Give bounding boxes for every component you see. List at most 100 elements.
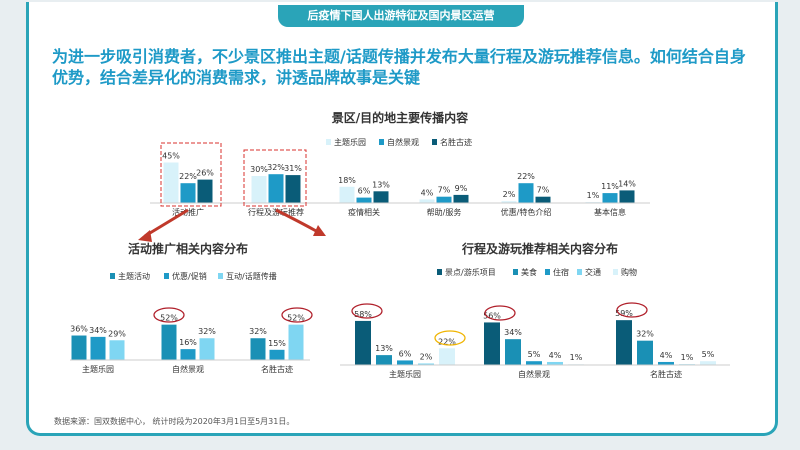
arrow-right-head [313, 225, 326, 236]
bar-c3-1-3 [547, 361, 563, 365]
highlight-box-activity [160, 142, 222, 207]
data-label-c1-2-1: 6% [358, 187, 371, 196]
legend-swatch-c2-0 [110, 273, 115, 279]
bar-c3-0-4 [439, 348, 455, 365]
data-label-c1-4-1: 22% [517, 172, 535, 181]
data-label-c2-0-0: 36% [70, 325, 88, 334]
legend-label-c1-2: 名胜古迹 [440, 137, 472, 147]
circle-highlight-c2-nature [153, 307, 185, 323]
data-label-c2-1-0: 52% [160, 314, 178, 323]
category-label-c3-0: 主题乐园 [389, 369, 421, 379]
data-label-c3-0-4: 22% [438, 337, 456, 346]
circle-highlight-c3-nature [484, 305, 516, 321]
category-label-c2-0: 主题乐园 [82, 364, 114, 374]
data-label-c1-0-0: 45% [162, 152, 180, 161]
data-label-c1-0-2: 26% [196, 169, 214, 178]
bar-c3-2-2 [658, 361, 674, 365]
legend-swatch-c2-2 [218, 273, 223, 279]
category-label-c1-5: 基本信息 [594, 207, 626, 217]
circle-highlight-c2-heritage [281, 307, 313, 323]
bar-c2-0-2 [109, 340, 125, 360]
data-label-c3-0-2: 6% [399, 349, 412, 358]
data-label-c1-1-1: 32% [267, 163, 285, 172]
legend-label-c2-0: 主题活动 [118, 271, 150, 281]
data-label-c1-3-0: 4% [421, 188, 434, 197]
bar-c2-0-1 [90, 336, 106, 360]
data-label-c3-2-1: 32% [636, 330, 654, 339]
data-label-c3-2-0: 59% [615, 309, 633, 318]
circle-highlight-c3-heritage [616, 302, 648, 318]
data-label-c1-3-2: 9% [455, 184, 468, 193]
bar-c2-1-1 [180, 349, 196, 360]
data-label-c1-5-0: 1% [587, 191, 600, 200]
bar-c2-2-0 [250, 338, 266, 360]
legend-swatch-c3-1 [513, 269, 518, 275]
data-label-c1-5-1: 11% [601, 182, 619, 191]
legend-swatch-c1-0 [326, 139, 331, 145]
legend-swatch-c3-0 [437, 269, 442, 275]
legend-swatch-c2-1 [164, 273, 169, 279]
bar-c3-0-1 [376, 355, 392, 365]
category-label-c1-1: 行程及游玩推荐 [248, 207, 304, 217]
bar-c3-2-1 [637, 340, 653, 365]
legend-swatch-c1-1 [379, 139, 384, 145]
data-label-c2-0-1: 34% [89, 326, 107, 335]
bar-c2-2-1 [269, 349, 285, 360]
data-label-c2-1-2: 32% [198, 327, 216, 336]
arrow-left-head [138, 230, 152, 242]
bar-c1-0-1 [180, 183, 196, 203]
bar-c2-1-0 [161, 324, 177, 360]
legend-swatch-c3-4 [613, 269, 618, 275]
data-label-c3-0-3: 2% [420, 352, 433, 361]
bar-c1-5-1 [602, 193, 618, 203]
bar-c3-1-0 [484, 322, 500, 365]
data-label-c3-1-4: 1% [570, 353, 583, 362]
bar-c2-0-0 [71, 335, 87, 360]
data-label-c3-1-2: 5% [528, 350, 541, 359]
data-label-c1-1-0: 30% [250, 165, 268, 174]
data-label-c1-3-1: 7% [438, 186, 451, 195]
bar-c1-2-1 [356, 197, 372, 203]
bar-c1-1-2 [285, 175, 301, 203]
bar-c2-1-2 [199, 338, 215, 360]
legend-label-c3-2: 住宿 [553, 267, 569, 277]
data-label-c2-1-1: 16% [179, 338, 197, 347]
bar-c3-0-2 [397, 360, 413, 365]
category-label-c3-2: 名胜古迹 [650, 369, 682, 379]
bar-c1-3-1 [436, 196, 452, 203]
bar-c1-3-0 [419, 199, 435, 203]
category-label-c1-3: 帮助/服务 [427, 207, 462, 217]
data-label-c1-2-0: 18% [338, 176, 356, 185]
legend-label-c3-1: 美食 [521, 267, 537, 277]
category-label-c1-2: 疫情相关 [348, 207, 380, 217]
bar-c1-2-2 [373, 191, 389, 203]
bar-c1-4-0 [501, 201, 517, 203]
bar-c1-1-0 [251, 176, 267, 203]
data-label-c2-0-2: 29% [108, 329, 126, 338]
legend-label-c2-2: 互动/话题传播 [226, 271, 277, 281]
category-label-c2-2: 名胜古迹 [261, 364, 293, 374]
arrow-right-shaft [275, 208, 319, 234]
data-label-c3-1-3: 4% [549, 351, 562, 360]
legend-label-c2-1: 优惠/促销 [172, 271, 207, 281]
bar-c3-1-2 [526, 361, 542, 365]
chart3-title: 行程及游玩推荐相关内容分布 [461, 241, 618, 256]
data-label-c2-2-0: 32% [249, 327, 267, 336]
data-label-c3-2-3: 1% [681, 353, 694, 362]
circle-highlight-c3-park [351, 303, 383, 319]
circle-highlight-c3-shopping [434, 330, 466, 346]
legend-label-c1-1: 自然景观 [387, 137, 419, 147]
legend-swatch-c3-3 [577, 269, 582, 275]
category-label-c1-0: 活动推广 [172, 207, 204, 217]
bar-c1-3-2 [453, 194, 469, 203]
bar-c3-0-3 [418, 363, 434, 365]
data-label-c3-2-4: 5% [702, 350, 715, 359]
bar-c3-2-0 [616, 320, 632, 365]
legend-label-c3-3: 交通 [585, 267, 601, 277]
data-label-c3-1-0: 56% [483, 311, 501, 320]
data-label-c3-2-2: 4% [660, 351, 673, 360]
highlight-box-itinerary [243, 149, 307, 207]
data-label-c1-5-2: 14% [618, 179, 636, 188]
bar-c3-1-1 [505, 339, 521, 365]
